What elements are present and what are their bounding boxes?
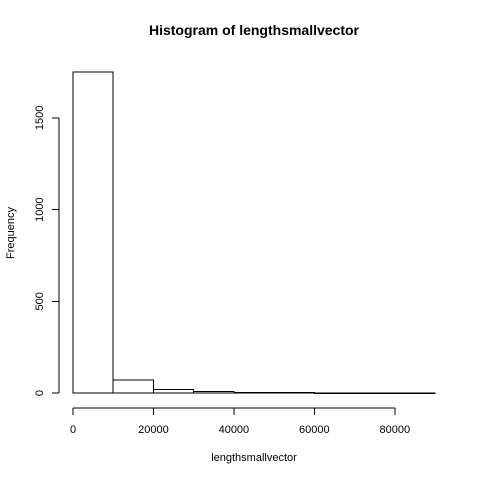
y-axis: 0 500 1000 1500 [34, 106, 60, 396]
x-tick-label: 80000 [379, 424, 410, 436]
x-tick-label: 0 [70, 424, 76, 436]
histogram-bar [273, 392, 315, 394]
bars-group [72, 71, 436, 394]
x-axis-label: lengthsmallvector [211, 452, 297, 464]
y-tick-label: 1500 [34, 106, 46, 130]
histogram-bar [193, 391, 235, 394]
x-tick-label: 20000 [138, 424, 169, 436]
histogram-bar [72, 71, 114, 394]
x-axis: 0 20000 40000 60000 80000 [70, 407, 410, 436]
histogram-bar [354, 392, 396, 394]
histogram-bar [152, 389, 195, 394]
histogram-bar [112, 379, 154, 394]
x-tick-label: 40000 [219, 424, 250, 436]
histogram-bar [313, 392, 356, 394]
y-tick-label: 1000 [34, 197, 46, 221]
chart-title: Histogram of lengthsmallvector [149, 22, 360, 38]
y-tick-label: 0 [34, 390, 46, 396]
histogram-bar [233, 391, 275, 394]
histogram-bar [394, 392, 436, 394]
y-tick-label: 500 [34, 292, 46, 310]
y-axis-label: Frequency [5, 207, 17, 259]
x-tick-label: 60000 [299, 424, 330, 436]
